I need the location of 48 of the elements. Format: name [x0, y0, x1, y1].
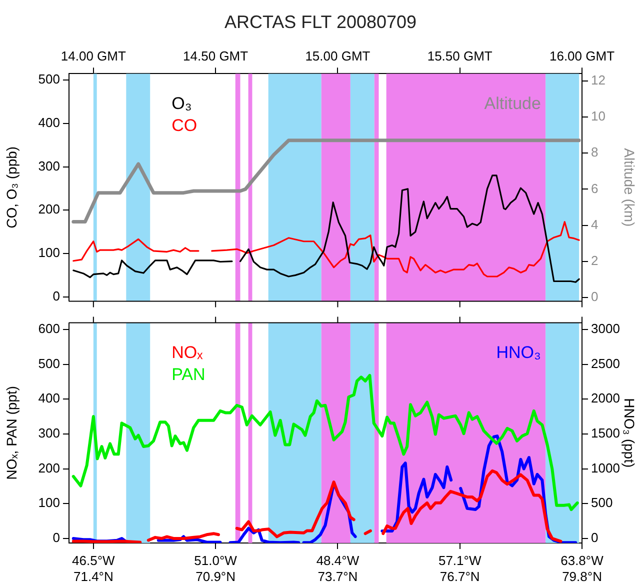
- text: 63.8°W 79.8°N: [560, 553, 604, 584]
- y-tick-label: 600: [38, 321, 60, 336]
- x-tick-label: 16.00 GMT: [549, 48, 615, 64]
- y2-tick-label: 10: [591, 108, 606, 124]
- x-tick-label: 15.50 GMT: [427, 48, 492, 64]
- y2-tick-label: 3000: [591, 321, 620, 336]
- y-tick-label: 0: [52, 288, 60, 304]
- y2-tick-label: 1500: [591, 426, 620, 441]
- text: 51.0°W 70.9°N: [194, 553, 238, 584]
- y-tick-label: 0: [52, 530, 60, 546]
- y-tick-label: 400: [38, 390, 60, 406]
- y2-tick-label: 0: [591, 530, 598, 546]
- x-tick-label: 14.00 GMT: [60, 48, 126, 64]
- x-tick-label: 15.00 GMT: [305, 48, 370, 64]
- y2-tick-label: 4: [591, 216, 598, 232]
- y2-tick-label: 2000: [591, 390, 620, 406]
- y-tick-label: 500: [38, 356, 60, 371]
- y2-tick-label: 6: [591, 180, 598, 196]
- y2-axis-title: Altitude (km): [622, 148, 638, 227]
- y2-tick-label: 8: [591, 144, 598, 160]
- text: NOₓ: [172, 342, 204, 362]
- y-tick-label: 300: [38, 158, 60, 174]
- text: 46.5°W 71.4°N: [72, 553, 116, 584]
- y-axis-title: CO, O₃ (ppb): [3, 146, 20, 228]
- y2-tick-label: 0: [591, 289, 598, 304]
- text: CO: [172, 116, 198, 135]
- x-tick-label: 14.50 GMT: [183, 48, 248, 64]
- y2-axis-title: HNO₃ (ppt): [622, 398, 638, 468]
- y2-tick-label: 500: [591, 495, 613, 510]
- y-tick-label: 300: [38, 426, 60, 441]
- y2-tick-label: 1000: [591, 460, 620, 476]
- y-tick-label: 500: [38, 72, 60, 87]
- series-label: PAN: [172, 364, 206, 384]
- text: 48.4°W 73.7°N: [316, 553, 360, 584]
- y2-tick-label: 12: [591, 72, 606, 88]
- series-label: Altitude: [484, 94, 541, 113]
- y-tick-label: 100: [38, 245, 60, 260]
- text: O₃: [172, 94, 192, 113]
- y-tick-label: 400: [38, 115, 60, 130]
- text: HNO₃: [496, 342, 541, 362]
- y-tick-label: 200: [38, 202, 60, 217]
- y-tick-label: 100: [38, 495, 60, 510]
- y-tick-label: 200: [38, 460, 60, 476]
- chart-title: ARCTAS FLT 20080709: [223, 11, 418, 34]
- text: 57.1°W 76.7°N: [438, 553, 482, 584]
- y2-tick-label: 2: [591, 253, 598, 268]
- y-axis-title: NOₓ, PAN (ppt): [3, 386, 20, 480]
- y2-tick-label: 2500: [591, 356, 620, 371]
